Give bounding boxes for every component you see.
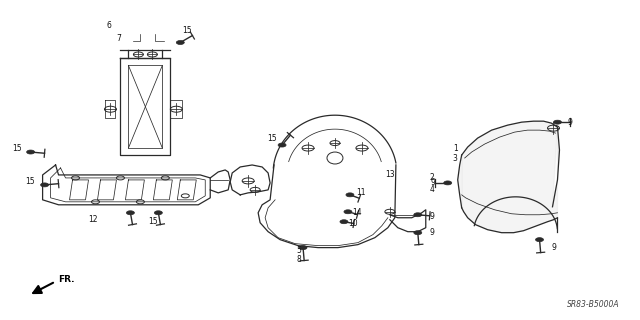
- Text: 9: 9: [431, 179, 436, 188]
- Circle shape: [278, 143, 286, 147]
- Circle shape: [340, 220, 348, 224]
- Text: 14: 14: [352, 208, 362, 217]
- Circle shape: [414, 231, 422, 235]
- Circle shape: [554, 120, 561, 124]
- Text: FR.: FR.: [59, 275, 75, 284]
- Text: 11: 11: [356, 188, 365, 197]
- Text: 1: 1: [453, 144, 458, 153]
- Text: SR83-B5000A: SR83-B5000A: [567, 300, 620, 309]
- Text: 13: 13: [385, 171, 394, 180]
- Circle shape: [127, 211, 134, 215]
- Text: 15: 15: [268, 133, 277, 143]
- Text: 9: 9: [430, 228, 435, 237]
- Circle shape: [444, 181, 452, 185]
- Text: 6: 6: [106, 21, 111, 30]
- Text: 3: 3: [453, 154, 458, 163]
- Text: 7: 7: [116, 34, 121, 43]
- Text: 15: 15: [182, 26, 192, 35]
- Circle shape: [344, 210, 352, 214]
- Text: 15: 15: [148, 217, 158, 226]
- Circle shape: [346, 193, 354, 197]
- Polygon shape: [458, 121, 559, 233]
- Circle shape: [40, 183, 49, 187]
- Circle shape: [414, 213, 422, 217]
- Circle shape: [536, 238, 543, 242]
- Text: 10: 10: [348, 219, 358, 228]
- Text: 12: 12: [88, 215, 98, 224]
- Text: 8: 8: [297, 255, 301, 264]
- Text: 15: 15: [13, 144, 22, 153]
- Text: 4: 4: [430, 185, 435, 194]
- Circle shape: [154, 211, 163, 215]
- Circle shape: [299, 246, 307, 250]
- Circle shape: [27, 150, 35, 154]
- Text: 9: 9: [430, 212, 435, 221]
- Circle shape: [176, 41, 184, 44]
- Text: 9: 9: [552, 243, 556, 252]
- Text: 15: 15: [26, 177, 35, 187]
- Text: 2: 2: [430, 173, 435, 182]
- Text: 9: 9: [568, 118, 572, 127]
- Text: 5: 5: [296, 246, 301, 255]
